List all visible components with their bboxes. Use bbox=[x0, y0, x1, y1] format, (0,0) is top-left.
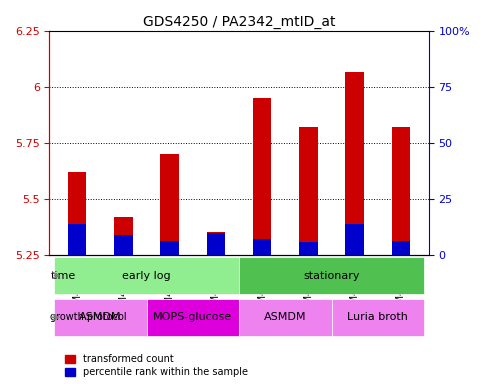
Bar bbox=[206, 232, 225, 255]
Text: stationary: stationary bbox=[302, 270, 359, 281]
FancyBboxPatch shape bbox=[146, 298, 239, 336]
FancyBboxPatch shape bbox=[54, 298, 146, 336]
Bar bbox=[160, 241, 179, 255]
Text: growth protocol: growth protocol bbox=[50, 312, 127, 322]
Bar bbox=[299, 127, 317, 255]
Bar bbox=[299, 242, 317, 255]
Text: time: time bbox=[50, 270, 76, 281]
Bar bbox=[160, 154, 179, 255]
Text: early log: early log bbox=[122, 270, 170, 281]
Text: ASMDM: ASMDM bbox=[79, 312, 121, 322]
Bar bbox=[253, 98, 271, 255]
Bar bbox=[68, 172, 86, 255]
Bar bbox=[391, 127, 409, 255]
Title: GDS4250 / PA2342_mtID_at: GDS4250 / PA2342_mtID_at bbox=[142, 15, 334, 29]
FancyBboxPatch shape bbox=[331, 298, 423, 336]
Text: Luria broth: Luria broth bbox=[347, 312, 408, 322]
Text: MOPS-glucose: MOPS-glucose bbox=[153, 312, 232, 322]
Bar bbox=[206, 233, 225, 255]
Text: ASMDM: ASMDM bbox=[263, 312, 306, 322]
Bar bbox=[345, 225, 363, 255]
FancyBboxPatch shape bbox=[239, 298, 331, 336]
Bar bbox=[68, 225, 86, 255]
FancyBboxPatch shape bbox=[54, 257, 239, 295]
Bar bbox=[391, 241, 409, 255]
FancyBboxPatch shape bbox=[239, 257, 423, 295]
Bar bbox=[114, 235, 133, 255]
Bar bbox=[114, 217, 133, 255]
Legend: transformed count, percentile rank within the sample: transformed count, percentile rank withi… bbox=[63, 353, 249, 379]
Bar bbox=[253, 239, 271, 255]
Bar bbox=[345, 71, 363, 255]
